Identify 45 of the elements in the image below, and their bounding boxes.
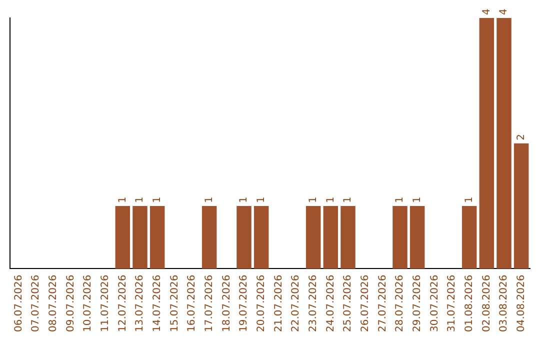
data-label: 1 (134, 196, 146, 204)
x-tick-label: 23.07.2026 (308, 274, 319, 332)
x-tick-label: 03.08.2026 (498, 274, 510, 332)
x-tick-label: 17.07.2026 (204, 274, 215, 332)
x-tick-label: 09.07.2026 (65, 274, 76, 332)
x-tick-label: 22.07.2026 (290, 274, 302, 332)
x-tick-label: 02.08.2026 (481, 274, 492, 332)
x-tick-label: 16.07.2026 (186, 274, 198, 332)
x-tick-label: 10.07.2026 (82, 274, 94, 332)
data-label: 1 (117, 196, 128, 204)
x-tick-label: 31.07.2026 (446, 274, 458, 332)
x-tick-label: 30.07.2026 (429, 274, 440, 332)
data-label: 1 (256, 196, 267, 204)
x-tick-label: 13.07.2026 (134, 274, 146, 332)
x-tick-label: 12.07.2026 (117, 274, 128, 332)
x-tick-label: 04.08.2026 (516, 274, 527, 332)
x-tick-label: 24.07.2026 (325, 274, 336, 332)
data-label: 1 (152, 196, 163, 204)
x-tick-label: 18.07.2026 (221, 274, 232, 332)
x-tick-label: 29.07.2026 (412, 274, 423, 332)
data-label: 1 (308, 196, 319, 204)
x-tick-label: 26.07.2026 (360, 274, 371, 332)
x-tick-label: 08.07.2026 (48, 274, 59, 332)
x-tick-label: 28.07.2026 (394, 274, 406, 332)
x-tick-label: 06.07.2026 (13, 274, 24, 332)
x-tick-label: 20.07.2026 (256, 274, 267, 332)
x-tick-label: 21.07.2026 (273, 274, 284, 332)
data-label: 4 (481, 8, 492, 15)
x-tick-label: 14.07.2026 (152, 274, 163, 332)
x-tick-label: 11.07.2026 (100, 274, 111, 332)
data-label: 1 (412, 196, 423, 204)
data-label: 1 (325, 196, 336, 204)
data-label: 1 (238, 196, 250, 204)
data-label: 1 (394, 196, 406, 204)
x-tick-label: 19.07.2026 (238, 274, 250, 332)
data-label: 1 (342, 196, 354, 204)
x-tick-label: 15.07.2026 (169, 274, 180, 332)
data-label: 2 (516, 134, 527, 140)
x-tick-label: 07.07.2026 (30, 274, 42, 332)
data-label: 1 (204, 196, 215, 204)
data-label: 1 (464, 196, 475, 204)
data-label: 4 (498, 8, 510, 15)
x-tick-label: 01.08.2026 (464, 274, 475, 332)
x-tick-label: 25.07.2026 (342, 274, 354, 332)
x-tick-label: 27.07.2026 (377, 274, 388, 332)
